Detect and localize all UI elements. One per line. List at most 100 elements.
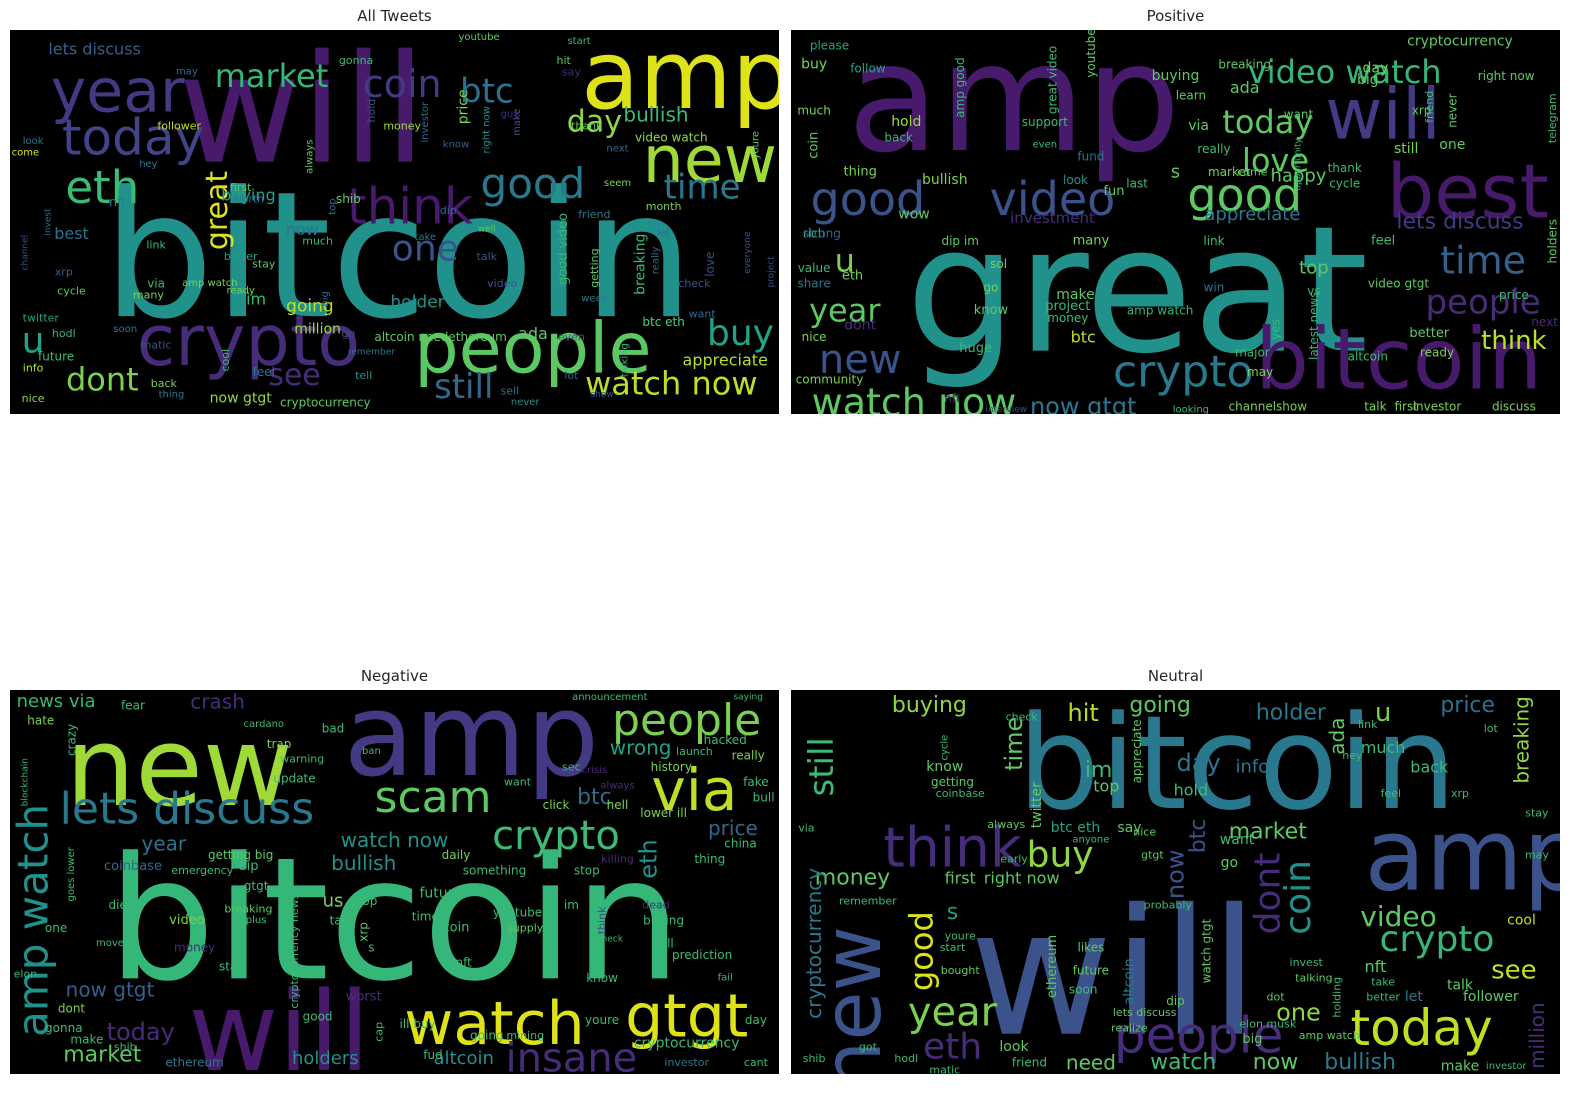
word-remember: remember <box>348 348 395 358</box>
word-crash: crash <box>190 690 245 714</box>
word-now-gtgt: now gtgt <box>210 391 273 407</box>
word-cardano: cardano <box>244 719 285 730</box>
word-plus: plus <box>246 915 267 926</box>
word-btc: btc <box>577 785 612 810</box>
word-new: new <box>819 337 902 383</box>
word-fake: fake <box>743 775 768 789</box>
word-love: love <box>703 252 717 277</box>
word-project: project <box>766 256 776 288</box>
word-nice: nice <box>22 392 45 405</box>
word-youre: youre <box>945 929 976 942</box>
word-hold-show: hold show <box>1196 788 1201 790</box>
word-eth: eth <box>842 268 863 283</box>
word-lower-ill: lower ill <box>640 806 687 820</box>
word-week: week <box>581 293 607 304</box>
word-year: year <box>809 291 881 329</box>
word-via: via <box>1188 118 1209 134</box>
word-year: year <box>51 56 185 126</box>
word-crypto: crypto <box>1380 919 1495 960</box>
word-first: first <box>1394 399 1418 413</box>
word-fun: fun <box>1103 184 1124 199</box>
word-really: really <box>1197 142 1230 156</box>
word-still: still <box>1394 141 1418 157</box>
word-ready: ready <box>226 286 255 297</box>
word-great: great <box>200 171 235 251</box>
word-start: start <box>940 941 966 954</box>
word-look: look <box>999 1039 1029 1055</box>
word-cycle: cycle <box>1329 177 1360 191</box>
word-killing: killing <box>601 853 634 866</box>
word-history: history <box>651 760 692 774</box>
word-strong: strong <box>803 227 841 241</box>
word-bitcoin: bitcoin <box>103 155 694 358</box>
word-hold: hold <box>365 99 378 123</box>
word-investor: investor <box>664 1056 709 1069</box>
word-talking: talking <box>620 343 631 377</box>
word-time: time <box>412 910 439 924</box>
word-look: look <box>23 136 44 147</box>
word-s: s <box>947 900 958 925</box>
word-cryptocurrency: cryptocurrency <box>802 868 826 1019</box>
panel-title: Positive <box>1146 7 1205 25</box>
word-better: better <box>1409 326 1449 341</box>
word-anyone: anyone <box>1072 834 1109 845</box>
word-gtgt: gtgt <box>625 981 748 1051</box>
word-worst: worst <box>346 990 382 1005</box>
word-dip: dip <box>238 859 258 874</box>
word-vs: vs <box>1307 284 1320 298</box>
word-top: top <box>328 198 339 214</box>
word-great: great <box>906 190 1369 393</box>
word-know: know <box>974 303 1009 318</box>
word-nft: nft <box>109 195 127 210</box>
word-video-watch: video watch <box>1248 53 1442 91</box>
word-soon: soon <box>113 324 137 335</box>
word-btc-eth: btc eth <box>642 315 684 329</box>
panel-title: Negative <box>360 667 429 685</box>
word-altcoin: altcoin <box>433 1048 493 1069</box>
word-sell: sell <box>653 936 673 950</box>
wordcloud-panel-all-tweets: All Tweets bitcoin will amp crypto people yea… <box>10 0 779 414</box>
word-elon-musk: elon musk <box>1239 1018 1296 1031</box>
word-new: new <box>806 926 899 1074</box>
word-check: check <box>678 277 711 290</box>
word-big: big <box>1242 1032 1262 1047</box>
word-cryptocurrency: cryptocurrency <box>1407 34 1513 50</box>
word-right-now: right now <box>481 106 492 153</box>
word-know: know <box>926 759 963 775</box>
word-check: check <box>597 935 624 945</box>
word-holders: holders <box>292 1048 359 1069</box>
word-today: today <box>107 1018 175 1046</box>
word-going: going <box>286 297 333 317</box>
wordcloud-background <box>10 30 779 414</box>
wordcloud-panel-negative: Negative bitcoin amp new will watch gtgt lets … <box>10 660 779 1074</box>
word-investor: investor <box>1486 1061 1527 1072</box>
word-info: info <box>23 361 44 374</box>
word-getting-big: getting big <box>208 848 273 862</box>
word-make: make <box>70 1032 103 1046</box>
word-elon: elon <box>14 968 38 981</box>
word-video: video <box>1360 900 1436 933</box>
word-day: day <box>1177 749 1221 777</box>
wordcloud-background <box>10 690 779 1074</box>
word-now: now <box>1162 850 1190 900</box>
word-crypto: crypto <box>1113 346 1253 397</box>
word-btc: btc <box>460 71 514 111</box>
word-bitcoin: bitcoin <box>1255 311 1542 410</box>
word-may: may <box>1525 849 1549 862</box>
word-likes: likes <box>1077 940 1104 954</box>
word-go: go <box>342 327 356 340</box>
word-buy: buy <box>801 57 827 73</box>
word-remember: remember <box>839 895 897 908</box>
word-better: better <box>224 250 258 263</box>
word-people: people <box>414 308 651 390</box>
word-wrong: wrong <box>610 736 672 760</box>
word-price: price <box>1440 693 1495 718</box>
word-feel: feel <box>1381 787 1401 800</box>
word-top: top <box>1299 258 1329 279</box>
word-hacked: hacked <box>704 733 747 747</box>
word-price: price <box>456 89 472 124</box>
word-hey: hey <box>139 159 157 170</box>
word-saying: saying <box>733 693 762 703</box>
